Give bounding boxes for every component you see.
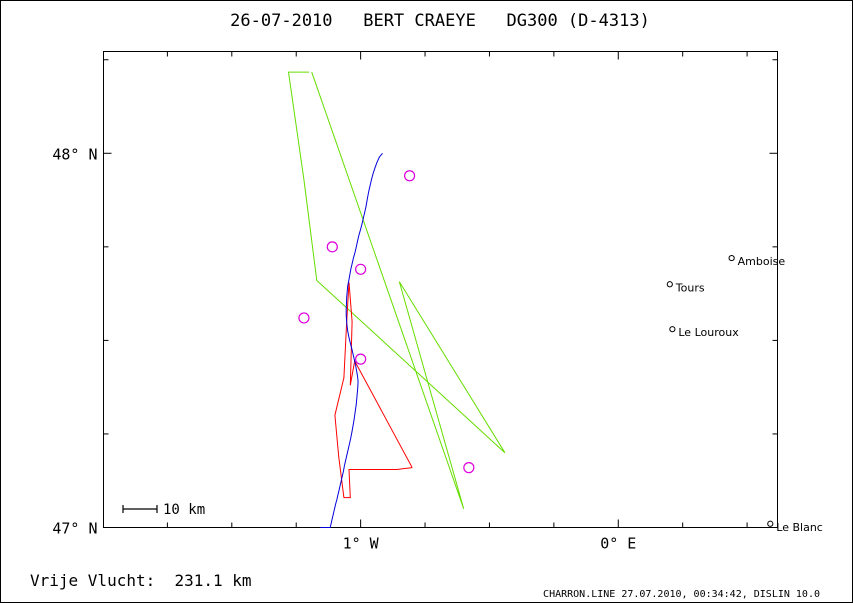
turnpoint-marker (355, 353, 367, 365)
town-label: Le Blanc (776, 521, 823, 534)
town-marker (728, 254, 735, 262)
town-marker (666, 281, 673, 288)
town-layer: Amboise Tours Le Louroux Le Blanc (666, 254, 823, 534)
chart-title: 26-07-2010 BERT CRAEYE DG300 (D-4313) (230, 11, 650, 31)
program-label: CHARRON.LINE 27.07.2010, 00:34:42, DISLI… (543, 589, 820, 600)
turnpoint-marker (403, 170, 416, 182)
series-layer (287, 71, 506, 528)
x-tick-label: 0° E (600, 535, 636, 553)
turnpoint-layer (298, 170, 475, 474)
y-tick-label: 47° N (52, 520, 97, 538)
turnpoint-marker (326, 241, 338, 253)
axis-tick-labels: 1° W 0° E 47° N 48° N (52, 145, 636, 552)
town-label: Tours (675, 281, 705, 294)
y-tick-label: 48° N (52, 145, 97, 163)
turnpoint-marker (298, 312, 310, 324)
series-line-0 (287, 71, 506, 509)
scale-bar-label: 10 km (163, 502, 205, 518)
town-label: Le Louroux (678, 326, 739, 339)
x-tick-label: 1° W (343, 535, 380, 553)
plot-frame (103, 51, 778, 528)
series-line-2 (320, 152, 383, 528)
axis-ticks (103, 51, 778, 528)
turnpoint-marker (463, 462, 475, 474)
scale-bar: 10 km (122, 502, 205, 518)
turnpoint-marker (355, 263, 367, 275)
town-marker (767, 520, 774, 527)
town-marker (669, 326, 676, 333)
town-label: Amboise (738, 255, 786, 268)
distance-label: Vrije Vlucht: 231.1 km (30, 571, 252, 590)
series-line-1 (334, 282, 413, 499)
